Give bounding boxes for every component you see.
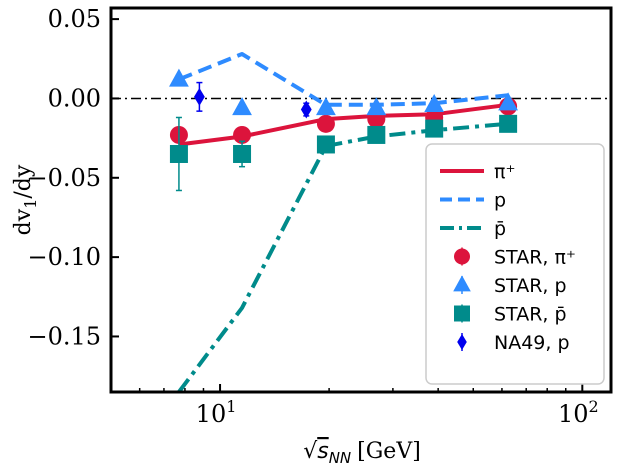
- svg-text:dv1/dy: dv1/dy: [11, 164, 40, 235]
- legend-label-1: p: [494, 190, 506, 212]
- legend-marker-6: [457, 334, 467, 350]
- legend-marker-4: [453, 275, 471, 292]
- legend-label-0: π⁺: [494, 161, 515, 183]
- data-point-1-4: [424, 93, 445, 112]
- y-axis-label: dv1/dy: [11, 164, 40, 235]
- data-point-0-2: [316, 114, 335, 133]
- legend-label-5: STAR, p̄: [494, 304, 567, 326]
- series-line-2: [177, 121, 509, 392]
- data-point-3-0: [194, 87, 205, 106]
- x-axis-label: √sNN [GeV]: [303, 439, 421, 467]
- y-tick-label-2: −0.05: [27, 164, 101, 192]
- data-point-2-1: [233, 144, 252, 163]
- legend-label-3: STAR, π⁺: [494, 247, 576, 269]
- data-point-0-1: [233, 125, 252, 144]
- x-axis-label-sqrt: √: [303, 439, 318, 464]
- y-axis-label-main: dv: [11, 208, 36, 235]
- legend-label-4: STAR, p: [494, 275, 567, 297]
- legend-label-6: NA49, p: [494, 332, 570, 354]
- data-point-1-0: [169, 68, 189, 87]
- data-point-1-3: [366, 97, 387, 116]
- legend-label-2: p̄: [494, 218, 506, 240]
- data-point-1-5: [498, 92, 519, 111]
- y-tick-label-1: 0.00: [48, 84, 101, 112]
- series-line-0: [178, 102, 509, 147]
- y-tick-label-4: −0.15: [27, 322, 101, 350]
- y-tick-label-0: 0.05: [48, 5, 101, 33]
- data-point-2-3: [367, 125, 386, 144]
- legend-frame: [425, 143, 605, 385]
- x-tick-label-0: 101: [196, 397, 237, 428]
- legend: π⁺ p p̄ STAR, π⁺ STAR, p STAR, p̄ NA49, p: [425, 143, 605, 385]
- x-axis-label-var: s: [317, 439, 328, 464]
- data-point-1-1: [232, 97, 252, 116]
- legend-marker-5: [454, 305, 470, 322]
- data-point-2-0: [169, 144, 188, 163]
- plot-frame: [109, 6, 613, 394]
- data-point-1-2: [316, 97, 336, 116]
- series-line-1: [178, 52, 509, 107]
- y-tick-label-3: −0.10: [27, 243, 101, 271]
- plot-content: [111, 52, 611, 392]
- data-point-2-5: [499, 114, 518, 133]
- data-point-2-4: [425, 119, 444, 138]
- y-axis-label-sub: 1: [21, 199, 40, 209]
- y-axis-label-tail: /dy: [11, 164, 36, 198]
- x-axis-label-sub: NN: [329, 449, 351, 467]
- x-axis-label-unit: [GeV]: [357, 439, 421, 464]
- axis-ticks: 0.05 0.00 −0.05 −0.10 −0.15 101 102: [27, 5, 598, 428]
- x-tick-label-1: 102: [558, 397, 599, 428]
- data-point-3-1: [300, 100, 312, 119]
- legend-marker-3: [454, 248, 470, 265]
- data-point-2-2: [316, 135, 335, 154]
